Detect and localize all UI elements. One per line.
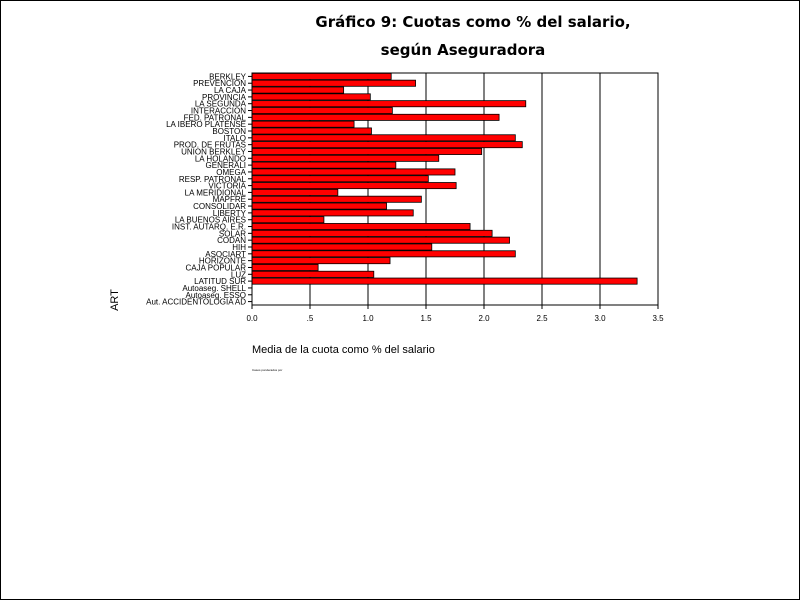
bar	[251, 93, 371, 101]
x-tick-label: 1.5	[420, 314, 432, 323]
category-label: INST. AUTARQ. E.R.	[172, 223, 246, 232]
x-tick-label: 2.5	[536, 314, 548, 323]
bar	[251, 223, 471, 230]
bar	[251, 270, 375, 278]
footnote: Casos ponderados por	[252, 368, 282, 372]
category-label: BERKLEY	[209, 72, 247, 81]
category-label: SOLAR	[219, 229, 246, 238]
x-axis-ticks: 0.0 .5 1.0 1.5 2.0 2.5 3.0 3.5	[246, 305, 664, 323]
y-axis-label: ART	[109, 289, 121, 311]
category-label: LIBERTY	[213, 209, 247, 218]
category-label: HIH	[232, 243, 246, 252]
category-label: PROD. DE FRUTAS	[174, 141, 246, 150]
category-label: GENERALI	[206, 161, 246, 170]
bar	[251, 243, 433, 251]
bar	[251, 188, 339, 196]
category-label: ASOCIART	[205, 250, 246, 259]
category-label: LA IBERO PLATENSE	[166, 120, 246, 129]
category-label: FED. PATRONAL	[184, 113, 247, 122]
bar	[251, 209, 414, 217]
x-tick-label: .5	[307, 314, 314, 323]
bar	[251, 161, 397, 169]
bar	[251, 216, 325, 224]
category-label: MAPFRE	[213, 195, 246, 204]
bar	[251, 250, 516, 258]
bar	[251, 182, 457, 190]
category-label: BOSTON	[212, 127, 246, 136]
category-label: CAJA POPULAR	[186, 263, 247, 272]
bar	[251, 147, 483, 155]
x-axis-label: Media de la cuota como % del salario	[252, 344, 435, 356]
bar	[251, 154, 440, 162]
bar	[251, 257, 391, 265]
category-label: LA BUENOS AIRES	[175, 216, 246, 225]
category-label: HORIZONTE	[199, 257, 246, 266]
category-label: VICTORIA	[208, 182, 246, 191]
bar	[251, 202, 387, 210]
x-tick-label: 3.5	[652, 314, 664, 323]
category-label: LA CAJA	[214, 86, 247, 95]
bar	[251, 120, 355, 128]
x-tick-label: 1.0	[362, 314, 374, 323]
category-label: INTERACCION	[191, 107, 246, 116]
category-label: LA SEGUNDA	[195, 100, 247, 109]
category-label: Autoaseg. SHELL	[182, 284, 246, 293]
bar	[251, 263, 319, 271]
bar	[251, 72, 392, 80]
category-label: LUZ	[231, 270, 246, 279]
bar	[251, 236, 510, 244]
category-label: PROVINCIA	[202, 93, 247, 102]
chart-title-line2: según Aseguradora	[381, 41, 546, 59]
bar	[251, 134, 516, 142]
bar	[251, 195, 422, 203]
bar	[251, 168, 456, 176]
plot-area	[251, 72, 659, 306]
bar	[251, 229, 493, 237]
chart-title-line1: Gráfico 9: Cuotas como % del salario,	[315, 13, 630, 31]
x-tick-label: 3.0	[594, 314, 606, 323]
bar	[251, 86, 345, 94]
category-label: RESP. PATRONAL	[179, 175, 247, 184]
bar	[251, 127, 372, 135]
bar	[251, 107, 393, 115]
category-label: LA HOLANDO	[195, 154, 246, 163]
category-label: CODAN	[217, 236, 246, 245]
category-label: PREVENCION	[193, 79, 246, 88]
category-label: CONSOLIDAR	[193, 202, 246, 211]
bar	[251, 141, 523, 149]
bar	[251, 100, 527, 108]
x-tick-label: 0.0	[246, 314, 258, 323]
bars	[251, 72, 638, 285]
bar	[251, 277, 638, 285]
category-label: OMEGA	[216, 168, 246, 177]
category-label: LATITUD SUR	[194, 277, 246, 286]
bar	[251, 79, 416, 87]
category-label: Aut. ACCIDENTOLOGIA AD	[146, 298, 246, 307]
category-label: UNION BERKLEY	[181, 147, 247, 156]
category-label: ITALO	[223, 134, 246, 143]
category-label: Autoaseg. ESSO	[186, 291, 246, 300]
bar	[251, 175, 429, 183]
x-tick-label: 2.0	[478, 314, 490, 323]
category-label: LA MERIDIONAL	[185, 188, 247, 197]
bar	[251, 113, 500, 121]
